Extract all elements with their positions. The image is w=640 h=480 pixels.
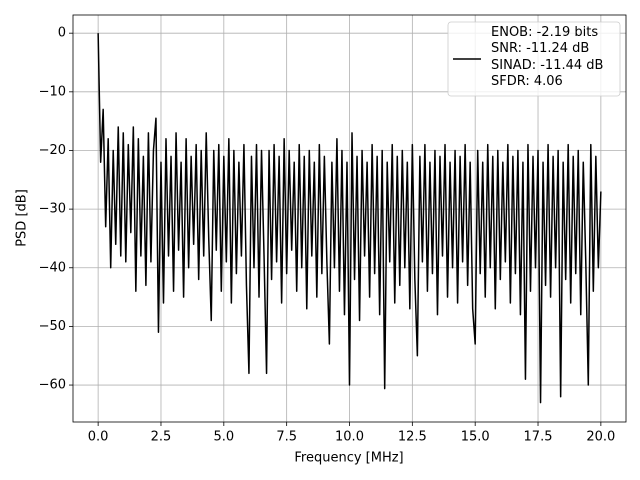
x-tick-label: 17.5 — [524, 430, 553, 445]
x-tick-label: 12.5 — [398, 430, 427, 445]
y-tick-label: −40 — [39, 260, 66, 275]
axes-frame — [72, 14, 627, 423]
data-line — [97, 33, 602, 404]
x-tick-label: 2.5 — [151, 430, 172, 445]
legend-label: ENOB: -2.19 bits SNR: -11.24 dB SINAD: -… — [491, 25, 604, 89]
x-axis-label: Frequency [MHz] — [294, 451, 403, 466]
x-tick-label: 15.0 — [461, 430, 490, 445]
x-tick-label: 0.0 — [88, 430, 109, 445]
x-tick-label: 10.0 — [335, 430, 364, 445]
y-tick-label: −20 — [39, 143, 66, 158]
x-tick-label: 20.0 — [586, 430, 615, 445]
y-axis-label: PSD [dB] — [15, 189, 30, 247]
legend-box — [447, 21, 621, 97]
y-tick-label: −50 — [39, 319, 66, 334]
y-tick-label: 0 — [58, 26, 66, 41]
y-tick-label: −10 — [39, 84, 66, 99]
y-tick-label: −30 — [39, 202, 66, 217]
x-tick-label: 5.0 — [213, 430, 234, 445]
x-tick-label: 7.5 — [276, 430, 297, 445]
y-tick-label: −60 — [39, 378, 66, 393]
